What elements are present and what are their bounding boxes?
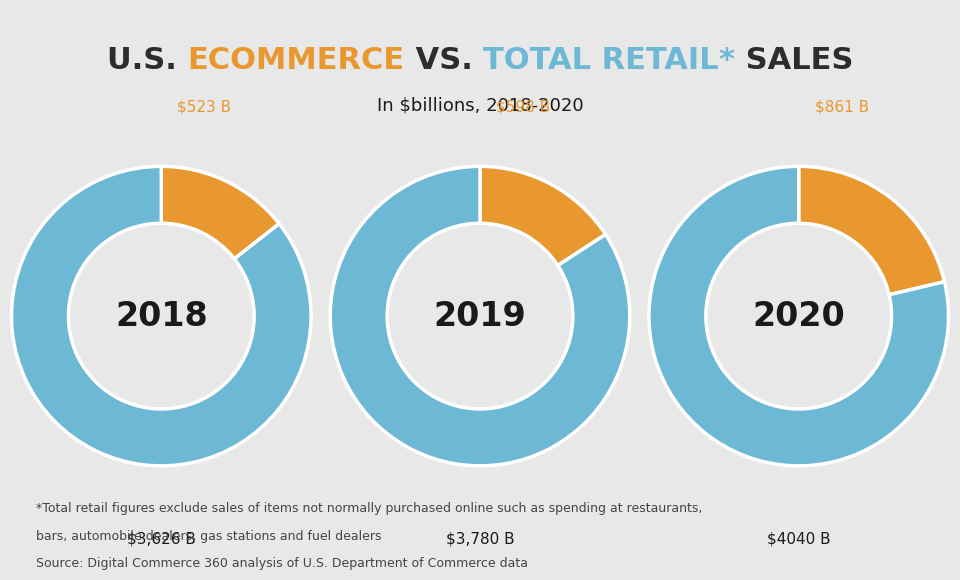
Text: TOTAL RETAIL: TOTAL RETAIL [483, 46, 719, 75]
Text: In $billions, 2018-2020: In $billions, 2018-2020 [376, 96, 584, 115]
Text: U.S. ECOMMERCE VS. TOTAL RETAIL* SALES: U.S. ECOMMERCE VS. TOTAL RETAIL* SALES [107, 46, 853, 75]
Text: $4040 B: $4040 B [767, 531, 830, 546]
Text: $861 B: $861 B [815, 99, 869, 114]
Text: $3,780 B: $3,780 B [445, 531, 515, 546]
Wedge shape [12, 166, 311, 466]
Text: 2019: 2019 [434, 300, 526, 332]
Text: $598 B: $598 B [496, 99, 550, 114]
Text: SALES: SALES [734, 46, 853, 75]
Wedge shape [649, 166, 948, 466]
Text: Source: Digital Commerce 360 analysis of U.S. Department of Commerce data: Source: Digital Commerce 360 analysis of… [36, 557, 528, 570]
Text: 2018: 2018 [115, 300, 207, 332]
Text: bars, automobile dealers, gas stations and fuel dealers: bars, automobile dealers, gas stations a… [36, 530, 382, 542]
Text: $3,626 B: $3,626 B [127, 531, 196, 546]
Text: *Total retail figures exclude sales of items not normally purchased online such : *Total retail figures exclude sales of i… [36, 502, 703, 514]
Text: VS.: VS. [404, 46, 483, 75]
Wedge shape [480, 166, 606, 266]
Wedge shape [799, 166, 945, 295]
Wedge shape [161, 166, 279, 259]
Text: $523 B: $523 B [178, 99, 231, 114]
Text: 2020: 2020 [753, 300, 845, 332]
Text: ECOMMERCE: ECOMMERCE [187, 46, 404, 75]
Wedge shape [330, 166, 630, 466]
Text: U.S.: U.S. [107, 46, 187, 75]
Text: *: * [719, 46, 734, 75]
